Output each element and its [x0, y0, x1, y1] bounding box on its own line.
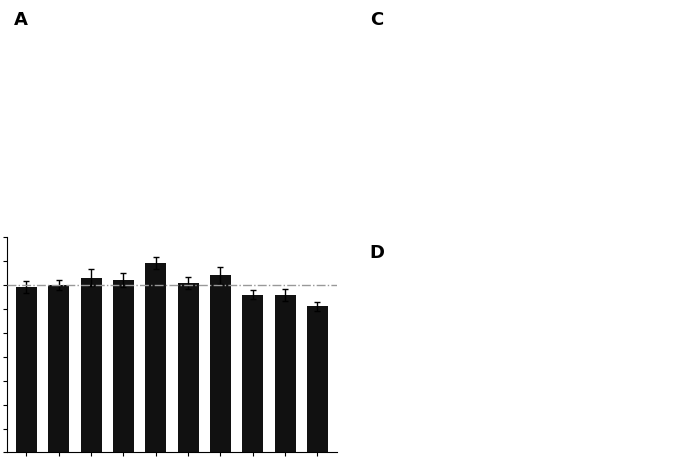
- Bar: [274, 294, 295, 452]
- Bar: [242, 294, 263, 452]
- Bar: [210, 276, 231, 452]
- Bar: [307, 307, 328, 452]
- Bar: [80, 278, 101, 452]
- Text: A: A: [13, 11, 27, 29]
- Bar: [145, 263, 166, 452]
- Bar: [113, 280, 134, 452]
- Text: C: C: [370, 11, 383, 29]
- Text: D: D: [370, 244, 385, 261]
- Bar: [48, 285, 69, 452]
- Bar: [16, 287, 37, 452]
- Bar: [178, 282, 199, 452]
